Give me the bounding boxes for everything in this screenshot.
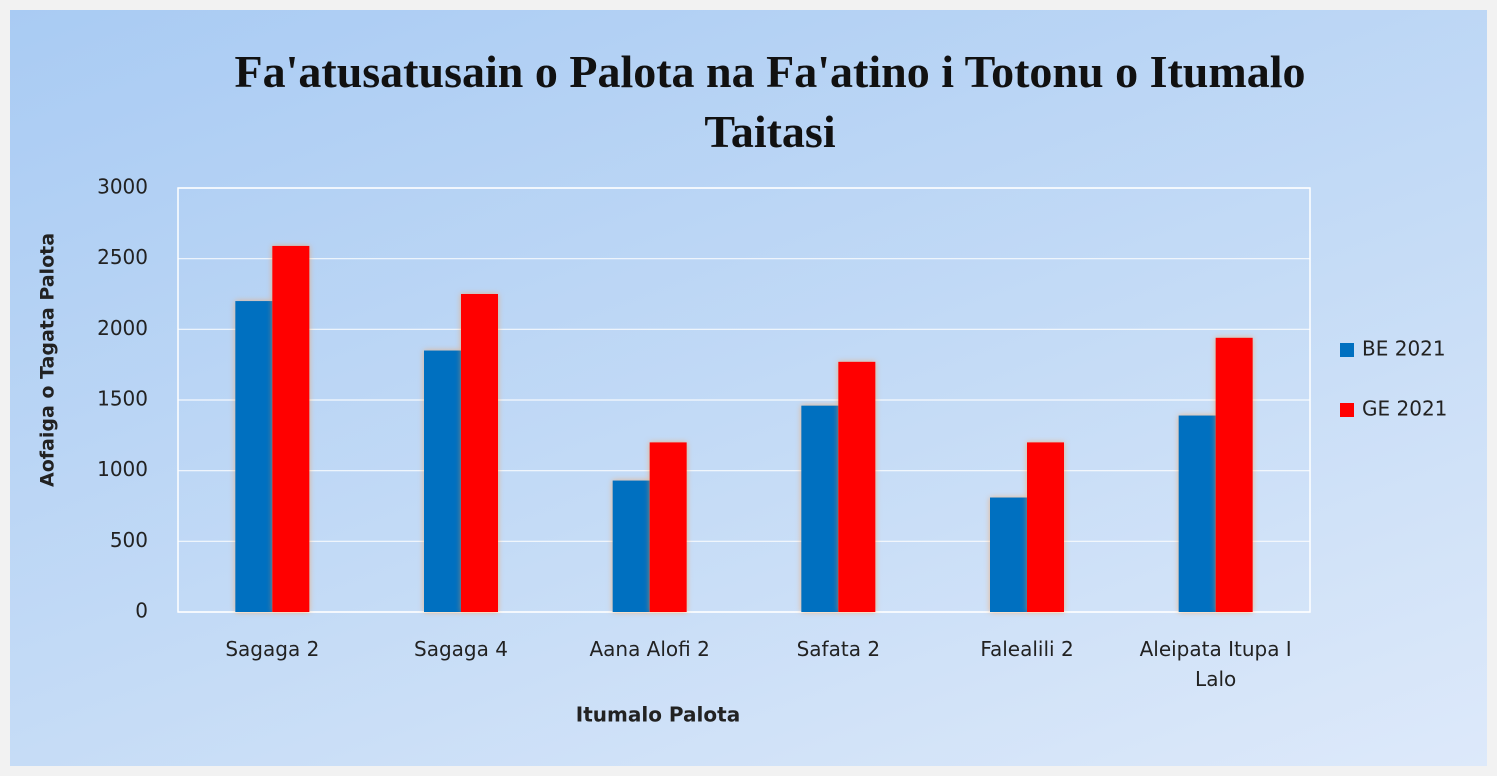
x-tick-label: Sagaga 4 xyxy=(414,637,508,661)
bar xyxy=(1215,337,1253,612)
x-tick-label: Falealili 2 xyxy=(980,637,1074,661)
x-tick-label: Aana Alofi 2 xyxy=(589,637,710,661)
bar xyxy=(461,294,498,612)
bar xyxy=(1178,415,1216,612)
legend-swatch xyxy=(1340,343,1354,357)
bar xyxy=(838,361,876,612)
y-tick-label: 0 xyxy=(135,599,148,623)
y-tick-label: 1500 xyxy=(97,387,148,411)
y-tick-label: 500 xyxy=(110,528,148,552)
bar xyxy=(424,350,461,612)
chart-title: Fa'atusatusain o Palota na Fa'atino i To… xyxy=(234,46,1306,157)
y-tick-label: 2500 xyxy=(97,245,148,269)
bar xyxy=(235,301,273,612)
bar xyxy=(801,405,839,612)
y-tick-label: 2000 xyxy=(97,316,148,340)
legend-label: GE 2021 xyxy=(1362,397,1447,421)
x-axis-label: Itumalo Palota xyxy=(576,703,740,727)
y-axis-label: Aofaiga o Tagata Palota xyxy=(37,233,59,487)
bar xyxy=(649,442,687,612)
x-tick-label: Sagaga 2 xyxy=(225,637,320,661)
bar xyxy=(272,245,310,613)
y-tick-label: 3000 xyxy=(97,175,148,199)
x-tick-label: Safata 2 xyxy=(796,637,881,661)
bar xyxy=(1027,442,1064,612)
legend-swatch xyxy=(1340,403,1354,417)
bar xyxy=(612,480,650,612)
y-tick-label: 1000 xyxy=(97,457,148,481)
bar xyxy=(990,497,1027,612)
x-tick-label: Aleipata Itupa I Lalo xyxy=(1139,637,1292,691)
legend-label: BE 2021 xyxy=(1362,337,1446,361)
